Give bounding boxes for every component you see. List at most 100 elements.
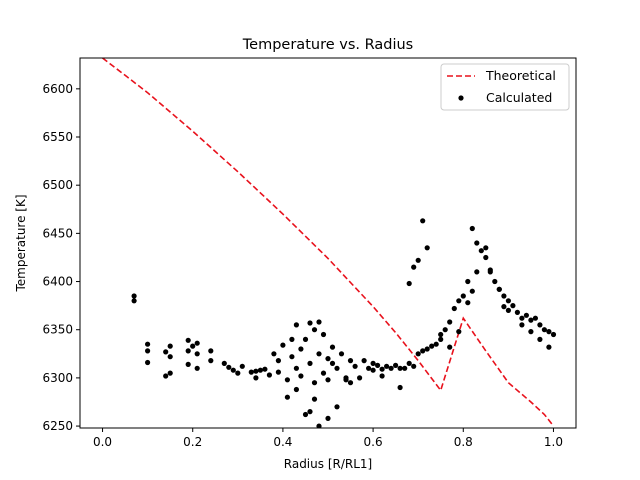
calculated-point (424, 346, 430, 352)
y-tick-label: 6400 (42, 275, 73, 289)
y-tick-label: 6300 (42, 371, 73, 385)
calculated-point (257, 367, 263, 373)
calculated-point (226, 364, 232, 370)
calculated-point (456, 298, 462, 304)
calculated-point (438, 336, 444, 342)
x-tick-label: 1.0 (544, 435, 563, 449)
calculated-point (442, 327, 448, 333)
calculated-point (528, 329, 534, 335)
calculated-point (411, 264, 417, 270)
calculated-point (293, 386, 299, 393)
calculated-point (185, 361, 191, 367)
calculated-point (370, 367, 376, 373)
calculated-point (366, 365, 372, 371)
calculated-point (424, 245, 430, 251)
calculated-point (271, 351, 277, 357)
calculated-point (307, 320, 313, 326)
calculated-point (537, 336, 543, 342)
calculated-point (316, 319, 322, 325)
calculated-point (284, 377, 290, 383)
theoretical-line (102, 58, 555, 427)
calculated-point (289, 354, 295, 360)
legend-calculated-label: Calculated (486, 90, 552, 105)
calculated-point (501, 293, 507, 299)
x-tick-label: 0.2 (183, 435, 202, 449)
calculated-point (456, 329, 462, 335)
calculated-point (302, 336, 309, 342)
calculated-point (275, 358, 281, 364)
calculated-point (487, 267, 493, 273)
calculated-point (334, 404, 340, 410)
calculated-point (541, 327, 548, 333)
calculated-point (275, 369, 281, 375)
chart-title: Temperature vs. Radius (242, 37, 413, 53)
legend-theoretical-label: Theoretical (485, 68, 556, 83)
calculated-point (347, 380, 354, 386)
calculated-point (325, 415, 331, 421)
calculated-point (397, 365, 403, 371)
calculated-point (532, 315, 539, 321)
calculated-point (347, 358, 354, 364)
calculated-point (316, 423, 322, 428)
calculated-point (433, 341, 439, 347)
y-tick-label: 6550 (42, 130, 73, 144)
calculated-point (131, 298, 137, 304)
calculated-point (311, 380, 318, 386)
calculated-point (284, 394, 290, 400)
calculated-point (230, 367, 236, 373)
calculated-point (519, 322, 525, 328)
calculated-point (438, 331, 444, 338)
calculated-point (469, 225, 475, 232)
calculated-point (528, 317, 534, 323)
y-axis: 6250 6300 6350 6400 6450 6500 6550 6600 (42, 82, 80, 433)
calculated-point (537, 322, 543, 328)
calculated-point (302, 411, 309, 418)
calculated-point (329, 360, 336, 366)
calculated-point (280, 342, 286, 348)
calculated-point (167, 354, 173, 360)
y-tick-label: 6600 (42, 82, 73, 96)
calculated-point (483, 254, 489, 261)
calculated-point (293, 365, 299, 371)
calculated-point (248, 369, 254, 375)
calculated-point (474, 240, 480, 246)
calculated-point (523, 312, 530, 318)
x-tick-label: 0.6 (364, 435, 383, 449)
calculated-point (447, 344, 453, 350)
calculated-point (550, 331, 557, 338)
calculated-point (478, 248, 484, 254)
calculated-point (185, 348, 191, 354)
calculated-point (338, 351, 345, 357)
calculated-point (379, 373, 385, 379)
calculated-point (460, 293, 466, 299)
calculated-point (388, 365, 394, 371)
calculated-point (546, 344, 552, 350)
calculated-point (311, 396, 318, 402)
calculated-point (131, 293, 137, 299)
calculated-point (307, 360, 313, 366)
calculated-point (194, 365, 200, 371)
calculated-point (145, 341, 151, 347)
calculated-point (361, 358, 367, 364)
calculated-point (352, 363, 358, 369)
calculated-point (393, 362, 399, 368)
calculated-point (190, 343, 196, 349)
calculated-point (320, 331, 327, 338)
calculated-point (465, 278, 471, 285)
x-tick-label: 0.4 (273, 435, 292, 449)
calculated-point (221, 360, 227, 366)
y-tick-label: 6450 (42, 226, 73, 240)
calculated-point (402, 365, 408, 371)
calculated-point (145, 359, 151, 366)
y-tick-label: 6350 (42, 323, 73, 337)
calculated-point (208, 358, 214, 364)
y-axis-label: Temperature [K] (14, 194, 28, 292)
calculated-point (384, 363, 390, 369)
calculated-point (420, 218, 426, 224)
calculated-point (253, 375, 259, 381)
calculated-point (298, 373, 304, 379)
calculated-point (163, 349, 169, 355)
calculated-point (343, 377, 349, 383)
calculated-point (307, 409, 313, 415)
calculated-point (145, 348, 151, 354)
